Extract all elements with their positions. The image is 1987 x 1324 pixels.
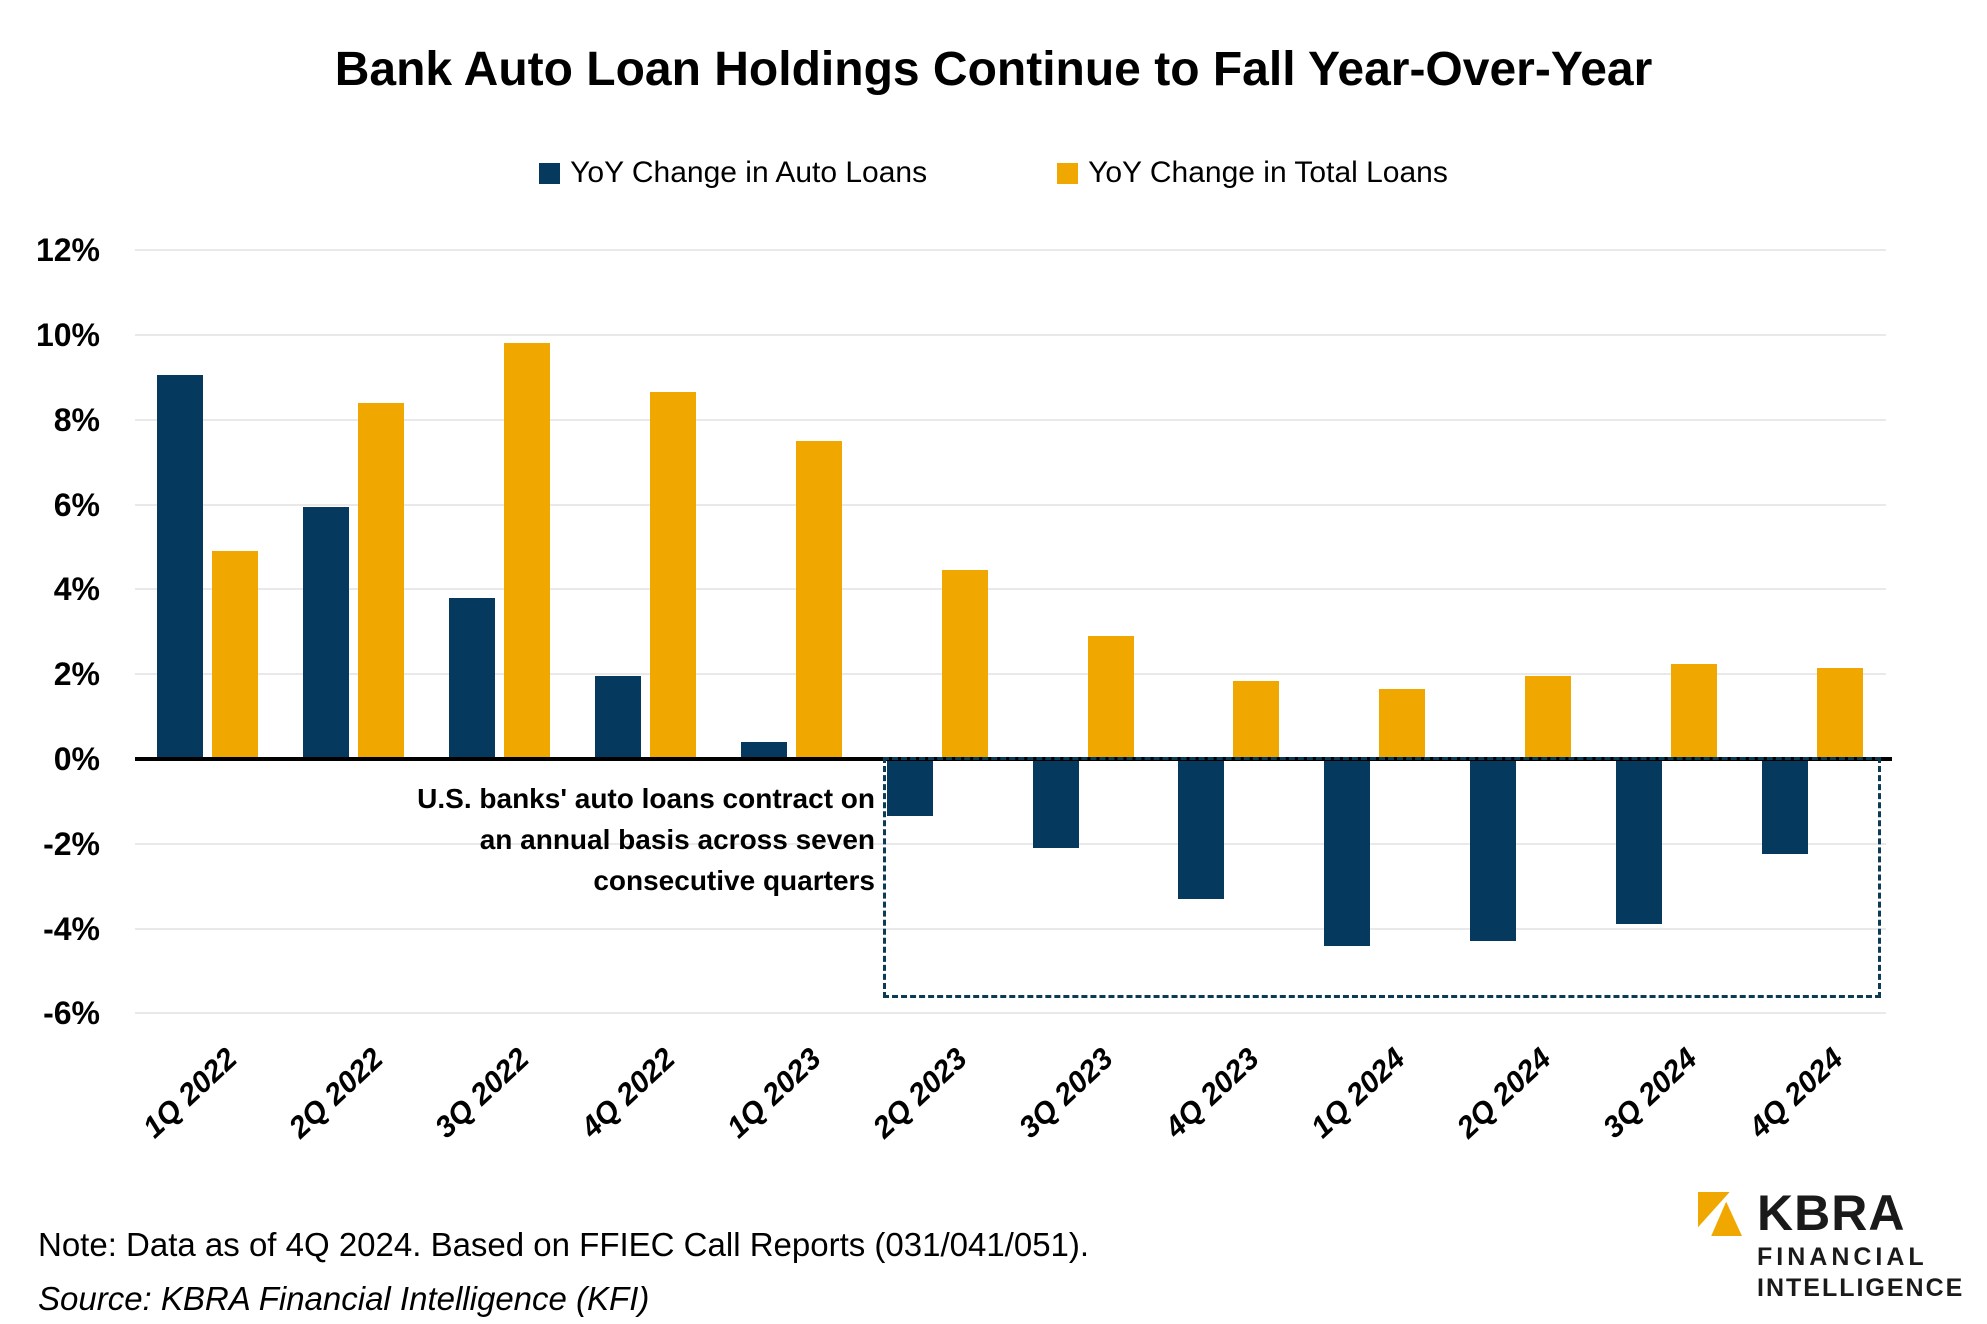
x-axis-label-1q-2023: 1Q 2023 bbox=[720, 1042, 828, 1145]
bar-total-loans-4q-2023 bbox=[1233, 680, 1280, 759]
y-axis-label--2: -2% bbox=[43, 825, 100, 862]
y-axis-label-2: 2% bbox=[53, 656, 100, 693]
y-axis-label--6: -6% bbox=[43, 995, 100, 1032]
logo-brand-text: KBRA bbox=[1757, 1185, 1906, 1241]
y-axis-label-10: 10% bbox=[35, 317, 100, 353]
x-axis-label-4q-2024: 4Q 2024 bbox=[1742, 1042, 1850, 1145]
bar-total-loans-4q-2024 bbox=[1817, 667, 1864, 759]
bar-total-loans-1q-2023 bbox=[795, 441, 842, 759]
bar-auto-loans-3q-2024 bbox=[1616, 759, 1663, 925]
legend: YoY Change in Auto Loans YoY Change in To… bbox=[0, 156, 1987, 190]
gridline--6 bbox=[135, 1012, 1886, 1015]
bar-total-loans-3q-2022 bbox=[503, 343, 550, 759]
x-axis-label-4q-2022: 4Q 2022 bbox=[575, 1042, 682, 1145]
x-axis-label-3q-2023: 3Q 2023 bbox=[1012, 1042, 1120, 1145]
legend-item-yoy-change-in-auto-loans: YoY Change in Auto Loans bbox=[539, 156, 927, 190]
annotation-line: an annual basis across seven bbox=[479, 824, 875, 855]
bar-total-loans-3q-2023 bbox=[1087, 636, 1134, 759]
bar-total-loans-2q-2023 bbox=[941, 570, 988, 759]
bar-total-loans-1q-2022 bbox=[212, 551, 258, 759]
gridline--4 bbox=[135, 927, 1886, 930]
bar-total-loans-3q-2024 bbox=[1671, 663, 1718, 759]
x-axis-label-2q-2024: 2Q 2024 bbox=[1450, 1042, 1558, 1145]
logo-intelligence-text: INTELLIGENCE bbox=[1757, 1274, 1965, 1302]
bar-auto-loans-4q-2022 bbox=[594, 676, 641, 759]
annotation-line: U.S. banks' auto loans contract on bbox=[417, 783, 875, 814]
bar-auto-loans-3q-2023 bbox=[1032, 759, 1079, 849]
bar-auto-loans-1q-2024 bbox=[1324, 759, 1371, 946]
x-axis-label-3q-2024: 3Q 2024 bbox=[1596, 1042, 1704, 1145]
source-text: Source: KBRA Financial Intelligence (KFI… bbox=[38, 1280, 650, 1317]
kbra-logo: KBRA FINANCIAL INTELLIGENCE bbox=[1698, 1184, 1978, 1314]
bar-auto-loans-1q-2022 bbox=[157, 375, 203, 759]
x-axis-label-1q-2022: 1Q 2022 bbox=[137, 1042, 245, 1145]
bar-total-loans-2q-2024 bbox=[1525, 676, 1572, 759]
gridline-2 bbox=[135, 673, 1886, 676]
gridline-10 bbox=[135, 334, 1886, 336]
bar-total-loans-1q-2024 bbox=[1379, 689, 1426, 759]
y-axis-label-0: 0% bbox=[53, 741, 100, 777]
annotation-text: U.S. banks' auto loans contract on an ann… bbox=[417, 778, 875, 901]
gridline-4 bbox=[135, 588, 1886, 591]
kbra-logo-mark-icon bbox=[1698, 1192, 1742, 1236]
gridline-12 bbox=[135, 249, 1886, 252]
gridline--2 bbox=[135, 842, 1886, 845]
y-axis-label-8: 8% bbox=[53, 401, 100, 438]
y-axis-label-4: 4% bbox=[53, 571, 100, 608]
legend-label: YoY Change in Total Loans bbox=[1088, 156, 1448, 189]
legend-label: YoY Change in Auto Loans bbox=[570, 156, 928, 189]
bar-auto-loans-4q-2023 bbox=[1178, 759, 1225, 899]
x-axis-label-2q-2022: 2Q 2022 bbox=[283, 1042, 390, 1145]
note-text: Note: Data as of 4Q 2024. Based on FFIEC… bbox=[38, 1226, 1090, 1263]
legend-swatch-icon bbox=[539, 162, 561, 184]
bar-total-loans-4q-2022 bbox=[649, 392, 696, 759]
bar-auto-loans-2q-2022 bbox=[302, 506, 349, 759]
x-axis-label-4q-2023: 4Q 2023 bbox=[1158, 1042, 1266, 1145]
chart-title: Bank Auto Loan Holdings Continue to Fall… bbox=[334, 43, 1653, 96]
y-axis-label-6: 6% bbox=[53, 486, 100, 523]
legend-swatch-icon bbox=[1057, 162, 1079, 184]
bar-auto-loans-2q-2023 bbox=[886, 759, 933, 817]
y-axis-label-12: 12% bbox=[35, 232, 100, 269]
annotation-line: consecutive quarters bbox=[593, 865, 875, 896]
legend-item-yoy-change-in-total-loans: YoY Change in Total Loans bbox=[1057, 156, 1448, 190]
x-axis-label-3q-2022: 3Q 2022 bbox=[429, 1042, 536, 1145]
highlight-dashed-box bbox=[882, 757, 1881, 999]
gridline-6 bbox=[135, 503, 1886, 506]
bar-total-loans-2q-2022 bbox=[357, 402, 404, 759]
gridline-8 bbox=[135, 418, 1886, 421]
bar-auto-loans-1q-2023 bbox=[740, 742, 787, 759]
y-axis-label--4: -4% bbox=[43, 910, 100, 947]
bar-auto-loans-2q-2024 bbox=[1470, 759, 1517, 942]
bar-auto-loans-3q-2022 bbox=[448, 597, 495, 759]
x-axis-label-2q-2023: 2Q 2023 bbox=[866, 1042, 974, 1145]
bar-auto-loans-4q-2024 bbox=[1762, 759, 1809, 855]
logo-financial-text: FINANCIAL bbox=[1757, 1243, 1928, 1271]
x-axis-label-1q-2024: 1Q 2024 bbox=[1304, 1042, 1412, 1145]
